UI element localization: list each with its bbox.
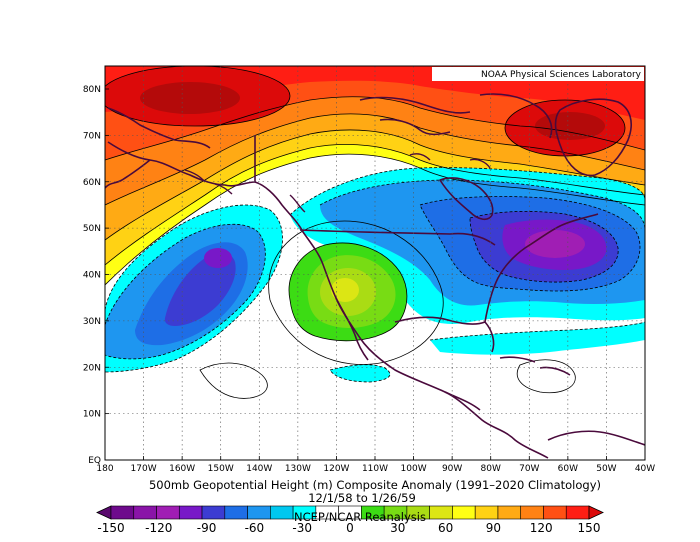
longitude-labels: 180 170W 160W 150W 140W 130W 120W 110W 100W 90W 80… — [96, 464, 655, 474]
colorbar-swatch — [201, 505, 226, 520]
colorbar-swatch — [429, 505, 453, 520]
colorbar-label: -150 — [97, 521, 124, 535]
colorbar-swatch — [474, 505, 499, 520]
colorbar-label: 90 — [486, 521, 501, 535]
grid-lines — [105, 66, 645, 460]
colorbar-label: 120 — [530, 521, 553, 535]
lon-label: 120W — [323, 464, 349, 474]
latitude-labels: 80N 70N 60N 50N 40N 30N 20N 10N EQ — [83, 85, 101, 466]
lon-label: 160W — [169, 464, 195, 474]
lon-label: 50W — [596, 464, 616, 474]
colorbar-swatch — [497, 505, 522, 520]
positive-center-atlantic-arctic-core — [535, 112, 605, 140]
source-label: NCEP/NCAR Reanalysis — [294, 510, 426, 524]
lat-label: 10N — [83, 410, 101, 420]
lon-label: 70W — [519, 464, 539, 474]
lon-label: 150W — [208, 464, 234, 474]
positive-western-us-center — [331, 278, 359, 302]
map-panel — [105, 66, 645, 460]
lat-label: EQ — [88, 456, 101, 466]
colorbar-label: -30 — [292, 521, 312, 535]
lon-label: 40W — [635, 464, 655, 474]
colorbar-max-arrow — [588, 505, 604, 520]
map-title: 500mb Geopotential Height (m) Composite … — [149, 478, 601, 492]
lat-label: 70N — [83, 131, 101, 141]
colorbar-swatch — [110, 505, 135, 520]
colorbar-labels: -150 -120 -90 -60 -30 0 30 60 90 120 150 — [97, 521, 600, 535]
lon-label: 110W — [362, 464, 388, 474]
colorbar-swatch — [543, 505, 567, 520]
date-range: 12/1/58 to 1/26/59 — [308, 491, 416, 505]
colorbar-swatch — [565, 505, 590, 520]
colorbar-swatch — [133, 505, 157, 520]
negative-subtropical-cyan — [430, 322, 645, 355]
colorbar-label: 60 — [438, 521, 453, 535]
colorbar-label: -60 — [245, 521, 265, 535]
colorbar-swatch — [224, 505, 248, 520]
colorbar — [96, 505, 604, 520]
positive-center-pacific-arctic-core — [140, 82, 240, 114]
colorbar-swatch — [452, 505, 476, 520]
credit-box — [432, 67, 644, 81]
colorbar-label: -120 — [145, 521, 172, 535]
lat-label: 30N — [83, 317, 101, 327]
axis-ticks — [104, 88, 646, 461]
negative-pacific-core — [204, 248, 232, 268]
colorbar-label: -90 — [197, 521, 217, 535]
colorbar-min-arrow — [96, 505, 112, 520]
lat-label: 20N — [83, 363, 101, 373]
lon-label: 130W — [285, 464, 311, 474]
negative-pacific-darkblue — [164, 253, 236, 326]
colorbar-label: 0 — [346, 521, 354, 535]
colorbar-label: 30 — [390, 521, 405, 535]
colorbar-swatch — [270, 505, 294, 520]
contour-lines-dashed — [105, 167, 645, 383]
negative-atlantic-core — [525, 230, 585, 258]
islands — [184, 153, 491, 213]
lon-label: 80W — [481, 464, 501, 474]
lon-label: 60W — [558, 464, 578, 474]
colorbar-swatch — [156, 505, 180, 520]
colorbar-swatch — [247, 505, 271, 520]
colorbar-swatch — [520, 505, 544, 520]
lon-label: 100W — [401, 464, 427, 474]
lat-label: 60N — [83, 178, 101, 188]
lat-label: 40N — [83, 271, 101, 281]
lon-label: 140W — [246, 464, 272, 474]
coastlines — [105, 93, 645, 459]
colorbar-swatch — [178, 505, 203, 520]
lon-label: 170W — [131, 464, 157, 474]
lat-label: 50N — [83, 224, 101, 234]
credit-text: NOAA Physical Sciences Laboratory — [481, 70, 642, 80]
colorbar-label: 150 — [578, 521, 601, 535]
lon-label: 180 — [96, 464, 113, 474]
lon-label: 90W — [442, 464, 462, 474]
lat-label: 80N — [83, 85, 101, 95]
